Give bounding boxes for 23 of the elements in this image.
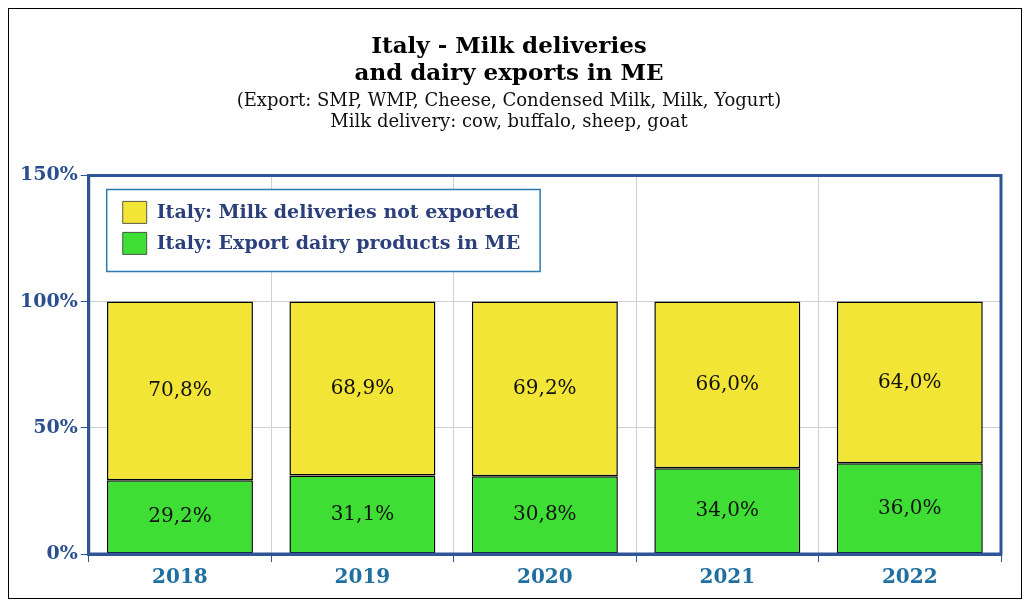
data-label: 36,0% xyxy=(878,494,942,519)
data-label: 64,0% xyxy=(878,368,942,393)
y-tick-label: 50% xyxy=(33,414,78,437)
data-label: 66,0% xyxy=(695,371,760,396)
data-label: 69,2% xyxy=(513,375,577,400)
y-tick-label: 150% xyxy=(20,162,78,185)
data-label: 70,8% xyxy=(148,377,212,402)
x-tick-label: 2022 xyxy=(881,564,938,589)
x-tick-label: 2020 xyxy=(517,564,573,589)
data-label: 31,1% xyxy=(330,500,395,525)
x-tick-label: 2021 xyxy=(699,564,756,589)
y-tick-label: 100% xyxy=(20,288,78,311)
y-tick-label: 0% xyxy=(46,540,78,563)
data-label: 29,2% xyxy=(148,503,212,528)
data-label: 30,8% xyxy=(513,501,577,526)
legend-label: Italy: Export dairy products in ME xyxy=(156,231,521,254)
data-label: 68,9% xyxy=(330,374,395,399)
x-tick-label: 2018 xyxy=(152,564,208,589)
legend-label: Italy: Milk deliveries not exported xyxy=(156,200,519,223)
chart-subtitle: (Export: SMP, WMP, Cheese, Condensed Milk, Milk, Yogurt) Milk delivery: cow, buffalo, sheep, goat xyxy=(236,88,782,132)
data-label: 34,0% xyxy=(695,497,760,522)
chart-title: Italy - Milk deliveries and dairy exports in ME xyxy=(354,30,664,86)
x-tick-label: 2019 xyxy=(334,564,391,589)
